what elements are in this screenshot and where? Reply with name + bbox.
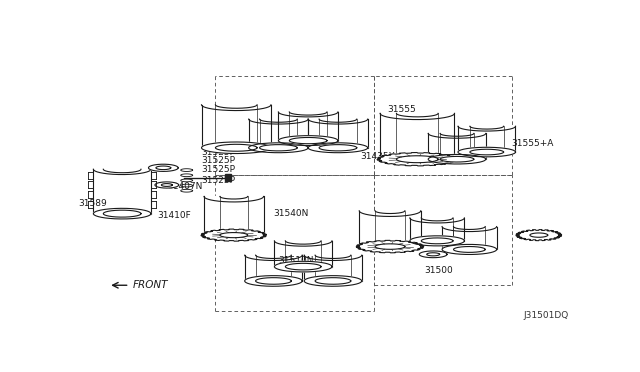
Polygon shape	[359, 211, 420, 247]
Polygon shape	[289, 138, 327, 144]
Polygon shape	[516, 230, 562, 241]
Polygon shape	[458, 147, 515, 157]
Text: 31589: 31589	[79, 199, 108, 208]
Polygon shape	[148, 164, 178, 171]
Polygon shape	[278, 112, 338, 141]
Polygon shape	[155, 182, 179, 188]
Polygon shape	[260, 145, 297, 151]
Text: 31555: 31555	[388, 105, 416, 113]
Text: 31525P: 31525P	[202, 165, 236, 174]
Text: 31540N: 31540N	[273, 209, 309, 218]
Polygon shape	[454, 247, 485, 252]
Polygon shape	[249, 143, 308, 153]
Text: 31407N: 31407N	[167, 182, 202, 191]
Polygon shape	[356, 240, 424, 253]
Polygon shape	[308, 119, 368, 148]
Polygon shape	[220, 232, 248, 238]
Polygon shape	[377, 153, 458, 166]
Polygon shape	[204, 196, 264, 235]
Polygon shape	[304, 255, 362, 281]
Polygon shape	[308, 143, 368, 153]
Polygon shape	[419, 251, 447, 258]
Polygon shape	[255, 278, 291, 284]
Polygon shape	[442, 244, 497, 254]
Polygon shape	[156, 166, 171, 170]
Text: 31410F: 31410F	[157, 211, 191, 219]
Polygon shape	[202, 142, 271, 154]
Polygon shape	[440, 156, 474, 162]
Text: J31501DQ: J31501DQ	[524, 311, 568, 320]
Polygon shape	[470, 149, 504, 155]
Text: 31525P: 31525P	[202, 176, 236, 185]
Polygon shape	[410, 236, 465, 246]
Polygon shape	[103, 210, 141, 217]
Text: 31510N: 31510N	[278, 256, 314, 265]
Polygon shape	[244, 276, 302, 286]
Polygon shape	[396, 156, 438, 163]
Polygon shape	[285, 263, 321, 270]
Polygon shape	[315, 278, 351, 284]
Polygon shape	[244, 255, 302, 281]
Polygon shape	[275, 261, 332, 272]
Polygon shape	[93, 208, 151, 219]
Text: FRONT: FRONT	[133, 280, 168, 290]
Polygon shape	[202, 105, 271, 148]
Text: 31555+A: 31555+A	[511, 139, 554, 148]
Text: 31500: 31500	[425, 266, 454, 275]
Polygon shape	[442, 227, 497, 250]
Polygon shape	[380, 113, 454, 159]
Polygon shape	[161, 183, 172, 186]
Text: 31525P: 31525P	[202, 156, 236, 165]
Polygon shape	[216, 144, 257, 151]
Polygon shape	[427, 253, 440, 256]
Polygon shape	[375, 244, 405, 249]
Polygon shape	[304, 276, 362, 286]
Polygon shape	[278, 136, 338, 145]
Polygon shape	[225, 174, 231, 181]
Text: 31435X: 31435X	[360, 152, 395, 161]
Text: 31525P: 31525P	[202, 148, 236, 157]
Polygon shape	[319, 145, 356, 151]
Polygon shape	[421, 238, 453, 244]
Polygon shape	[275, 241, 332, 267]
Polygon shape	[428, 134, 486, 159]
Polygon shape	[428, 154, 486, 164]
Polygon shape	[458, 126, 515, 152]
Polygon shape	[530, 233, 548, 237]
Polygon shape	[410, 218, 465, 241]
Polygon shape	[93, 169, 151, 214]
Polygon shape	[201, 229, 266, 241]
Polygon shape	[249, 119, 308, 148]
